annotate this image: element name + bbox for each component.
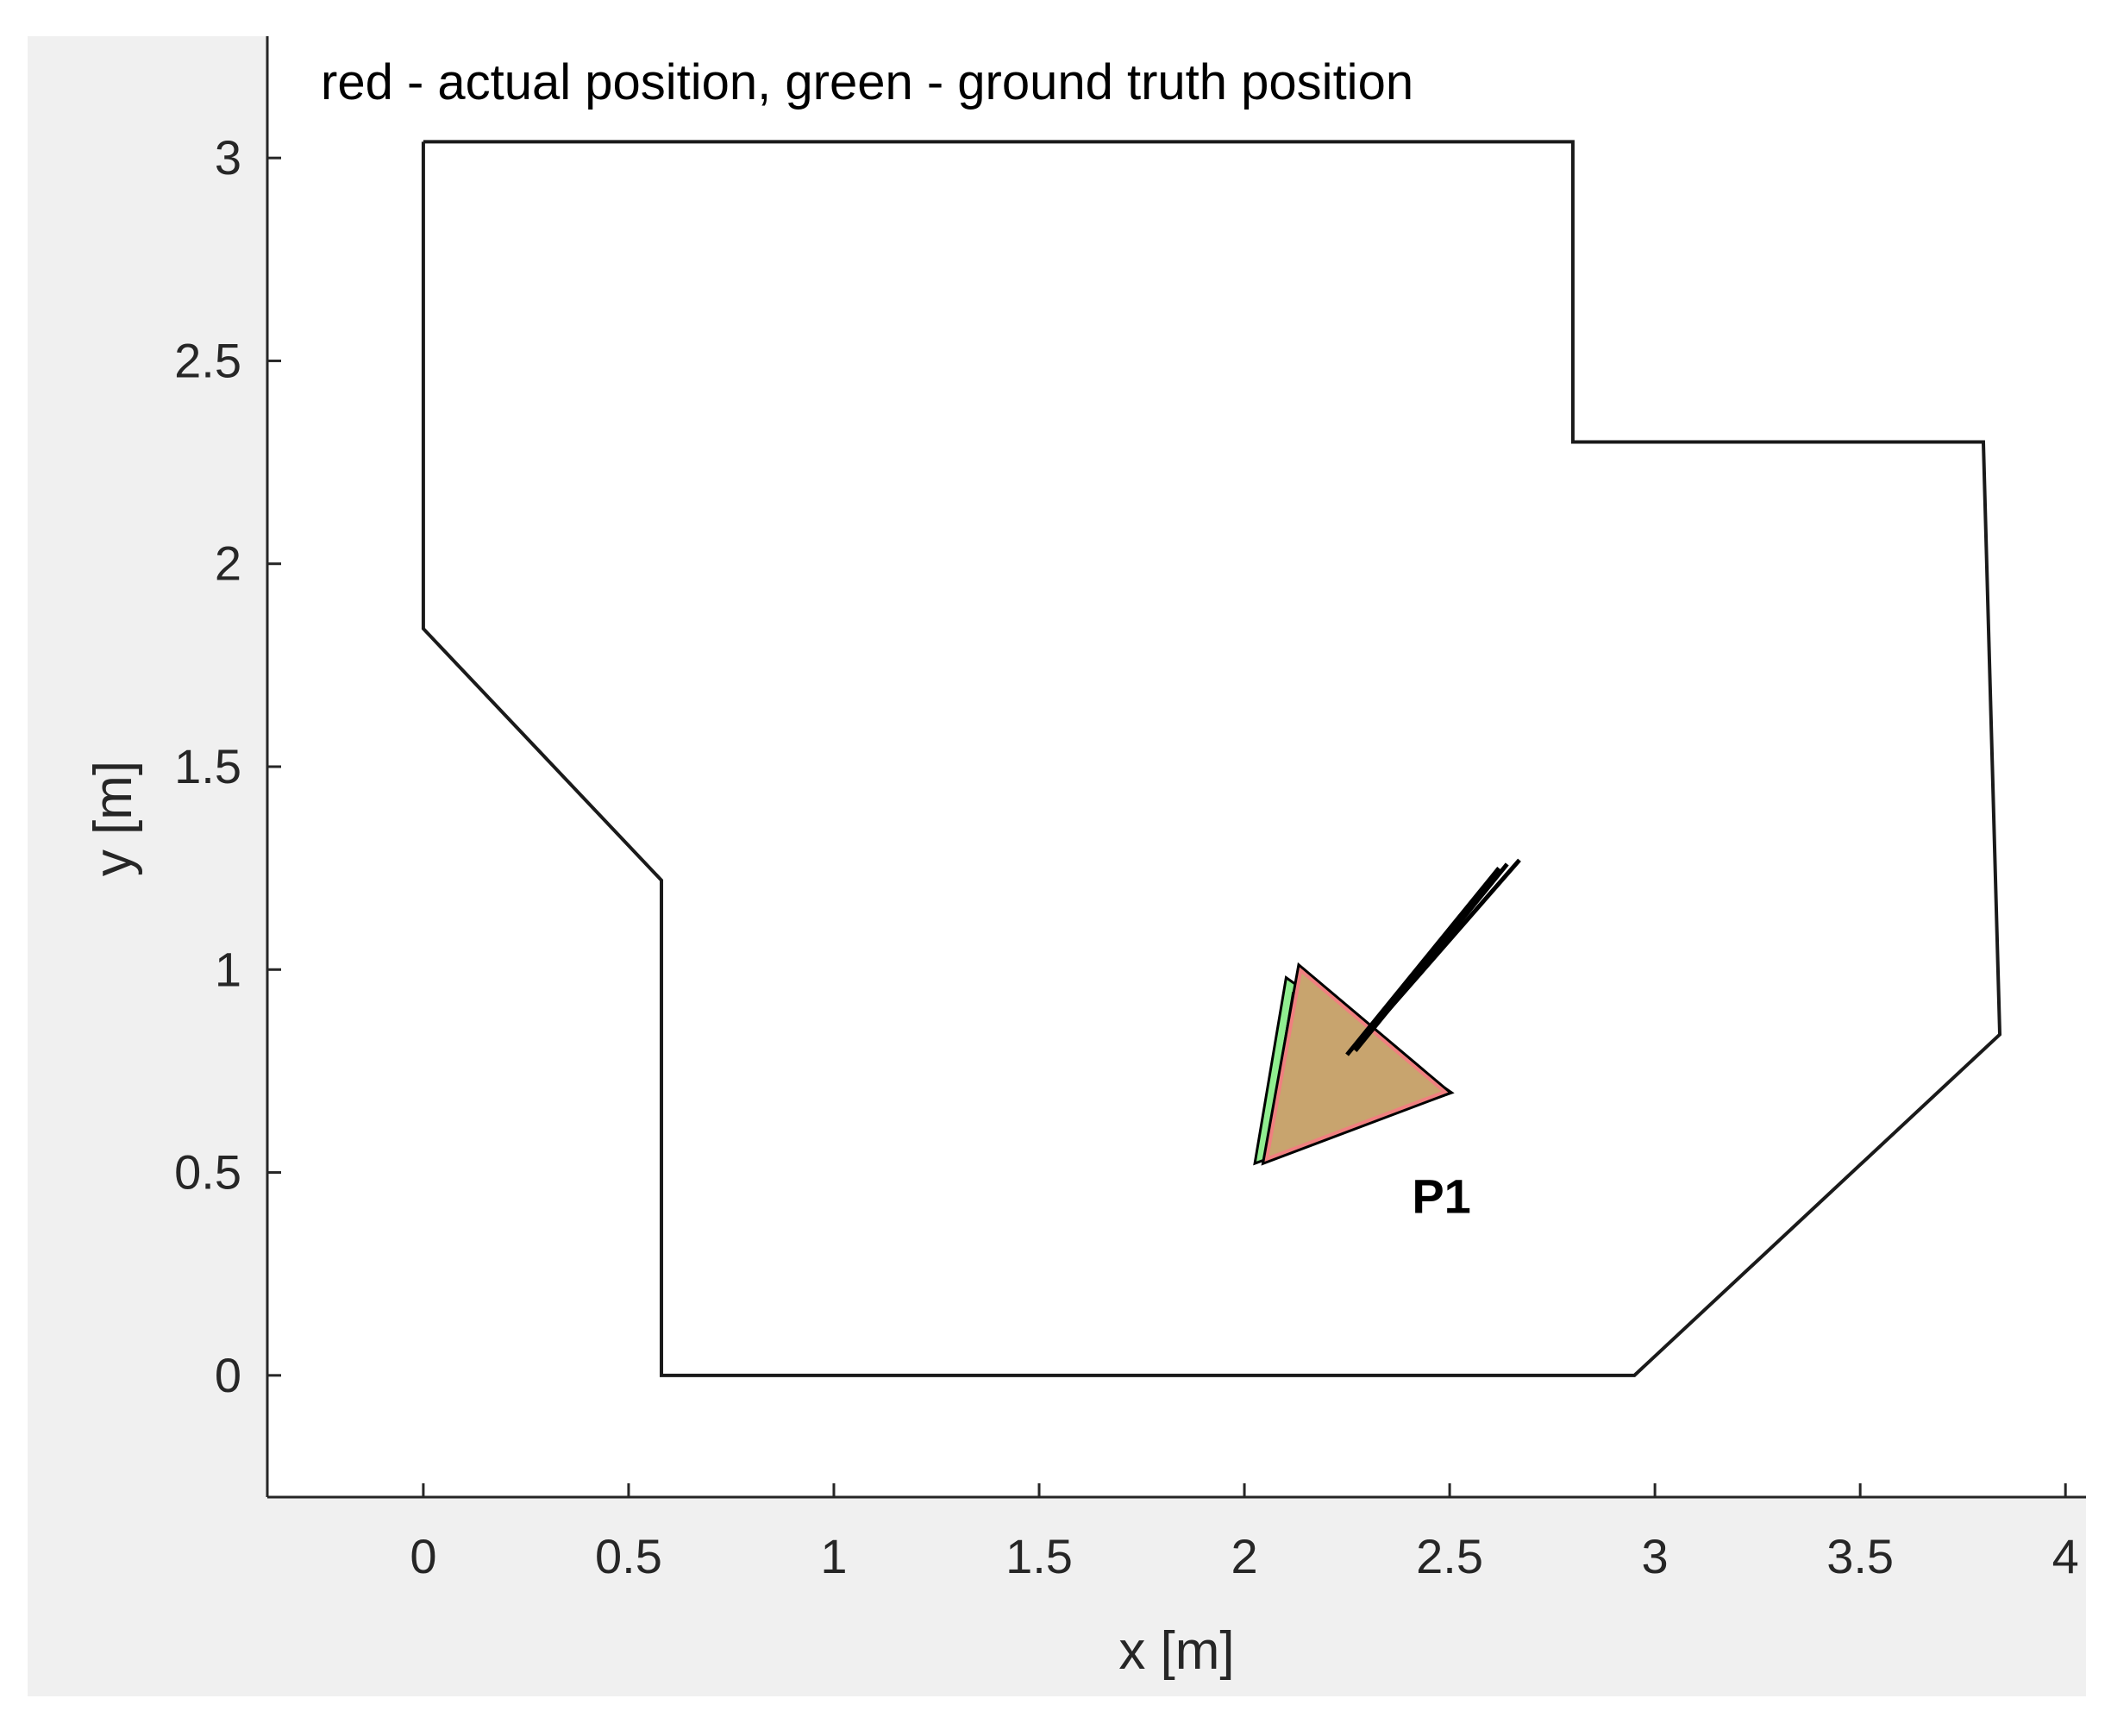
x-tick-label: 3 bbox=[1642, 1529, 1669, 1583]
y-tick-label: 2.5 bbox=[174, 333, 241, 387]
x-tick-label: 0 bbox=[410, 1529, 436, 1583]
room-boundary-line bbox=[421, 140, 2002, 1377]
annotation-text: red - actual position, green - ground tr… bbox=[321, 54, 1413, 110]
agent-body bbox=[1268, 973, 1442, 1156]
x-tick-label: 2.5 bbox=[1416, 1529, 1483, 1583]
y-axis-label: y [m] bbox=[84, 761, 143, 876]
x-tick-label: 0.5 bbox=[595, 1529, 662, 1583]
y-tick-label: 2 bbox=[215, 536, 241, 591]
trajectory-line bbox=[1353, 862, 1509, 1052]
agent-label: P1 bbox=[1412, 1169, 1471, 1224]
trajectory-line bbox=[1345, 867, 1501, 1056]
y-tick-label: 3 bbox=[215, 130, 241, 185]
x-axis-label: x [m] bbox=[1118, 1621, 1234, 1681]
y-tick-label: 1.5 bbox=[174, 739, 241, 793]
x-tick-label: 2 bbox=[1231, 1529, 1257, 1583]
y-tick-label: 0.5 bbox=[174, 1145, 241, 1200]
x-tick-label: 3.5 bbox=[1826, 1529, 1894, 1583]
x-tick-label: 4 bbox=[2052, 1529, 2079, 1583]
y-tick-label: 1 bbox=[215, 942, 241, 996]
x-tick-label: 1.5 bbox=[1005, 1529, 1073, 1583]
y-tick-label: 0 bbox=[215, 1348, 241, 1402]
x-tick-label: 1 bbox=[820, 1529, 847, 1583]
plot-area bbox=[267, 36, 2086, 1497]
